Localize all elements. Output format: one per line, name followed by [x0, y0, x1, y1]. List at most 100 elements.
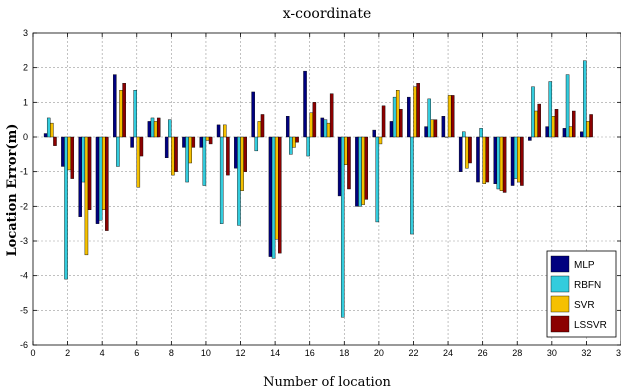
bar-mlp-25	[458, 136, 463, 172]
bar-mlp-24	[441, 115, 446, 138]
x-tick-label: 14	[270, 348, 280, 358]
bar-svr-13	[257, 121, 262, 138]
bar-lssvr-20	[381, 105, 386, 138]
bar-lssvr-28	[520, 136, 524, 186]
bar-svr-29	[534, 110, 538, 138]
bar-mlp-17	[320, 117, 325, 138]
x-tick-label: 30	[547, 348, 557, 358]
bar-lssvr-16	[312, 102, 317, 138]
bar-rbfn-19	[358, 136, 362, 207]
legend-label-mlp: MLP	[574, 260, 595, 271]
bar-rbfn-15	[289, 136, 293, 155]
bar-lssvr-25	[468, 136, 472, 164]
bar-mlp-29	[528, 136, 532, 141]
x-axis-label: Number of location	[263, 375, 391, 390]
bar-rbfn-8	[168, 119, 172, 138]
x-tick-label: 24	[443, 348, 453, 358]
bar-rbfn-32	[583, 60, 587, 138]
bar-mlp-31	[562, 128, 567, 138]
bar-lssvr-8	[174, 136, 178, 172]
bar-lssvr-21	[399, 109, 403, 138]
legend-swatch-rbfn	[550, 275, 570, 293]
bar-rbfn-3	[81, 136, 86, 183]
bar-svr-21	[395, 89, 400, 138]
bar-lssvr-11	[226, 136, 230, 176]
bar-svr-16	[309, 112, 314, 138]
y-tick-label: 0	[23, 132, 28, 142]
y-tick-label: -5	[20, 305, 28, 315]
bar-rbfn-9	[185, 136, 189, 183]
bar-rbfn-5	[116, 136, 120, 167]
bar-rbfn-26	[479, 128, 483, 138]
x-tick-label: 0	[30, 348, 35, 358]
chart-title: x-coordinate	[283, 6, 371, 22]
bar-lssvr-24	[450, 95, 455, 138]
bar-lssvr-5	[122, 83, 126, 138]
bar-rbfn-30	[548, 81, 553, 138]
bar-svr-5	[119, 89, 123, 138]
bar-svr-11	[223, 124, 227, 138]
bar-rbfn-21	[392, 96, 397, 138]
bar-lssvr-22	[416, 83, 420, 138]
bar-lssvr-32	[589, 114, 593, 138]
bar-svr-14	[274, 136, 279, 240]
bar-rbfn-4	[98, 136, 103, 221]
bar-lssvr-26	[485, 136, 490, 183]
bar-lssvr-13	[260, 114, 265, 138]
y-tick-label: -2	[20, 201, 28, 211]
bar-rbfn-17	[323, 119, 328, 138]
y-tick-label: 2	[23, 63, 28, 73]
bar-rbfn-10	[202, 136, 207, 186]
x-tick-label: 12	[236, 348, 246, 358]
bar-lssvr-3	[87, 136, 92, 211]
bar-mlp-14	[268, 136, 273, 257]
bar-mlp-9	[182, 136, 186, 148]
bar-svr-4	[101, 136, 106, 211]
bar-mlp-32	[579, 131, 584, 138]
legend-swatch-svr	[550, 295, 570, 313]
bar-rbfn-28	[513, 136, 518, 179]
bar-mlp-13	[251, 91, 255, 138]
bar-mlp-6	[130, 136, 134, 148]
bar-svr-19	[361, 136, 365, 205]
bar-mlp-15	[285, 115, 290, 138]
bar-mlp-7	[147, 121, 152, 138]
y-tick-label: 3	[23, 28, 28, 38]
bar-svr-10	[205, 136, 210, 141]
bar-rbfn-25	[462, 131, 466, 138]
bar-svr-7	[153, 121, 158, 138]
x-tick-label: 8	[169, 348, 174, 358]
bar-lssvr-4	[105, 136, 109, 231]
legend-swatch-mlp	[550, 255, 570, 273]
bar-svr-15	[292, 136, 296, 148]
bar-svr-8	[171, 136, 175, 176]
bar-lssvr-17	[329, 93, 334, 138]
y-tick-label: -6	[20, 340, 28, 350]
x-tick-label: 10	[201, 348, 211, 358]
bar-rbfn-22	[410, 136, 414, 235]
bar-rbfn-16	[306, 136, 310, 157]
bar-svr-28	[517, 136, 521, 183]
bar-mlp-3	[78, 136, 82, 217]
bar-svr-20	[378, 136, 383, 145]
bar-mlp-18	[337, 136, 342, 197]
bar-lssvr-14	[278, 136, 282, 254]
y-tick-label: -4	[20, 271, 28, 281]
bar-rbfn-7	[150, 117, 155, 138]
bar-mlp-27	[493, 136, 498, 184]
y-tick-label: 1	[23, 97, 28, 107]
bar-rbfn-11	[219, 136, 224, 224]
bar-rbfn-29	[531, 86, 535, 138]
legend-swatch-lssvr	[550, 315, 570, 333]
bar-lssvr-10	[208, 136, 213, 145]
x-tick-label: 6	[134, 348, 139, 358]
bar-rbfn-2	[64, 136, 68, 280]
bar-layer	[43, 60, 593, 318]
bar-lssvr-2	[70, 136, 75, 179]
bar-svr-22	[413, 86, 417, 138]
x-tick-label: 22	[408, 348, 418, 358]
bar-mlp-23	[424, 126, 428, 138]
bar-lssvr-12	[243, 136, 247, 172]
bar-svr-24	[447, 95, 452, 138]
x-tick-label: 16	[305, 348, 315, 358]
